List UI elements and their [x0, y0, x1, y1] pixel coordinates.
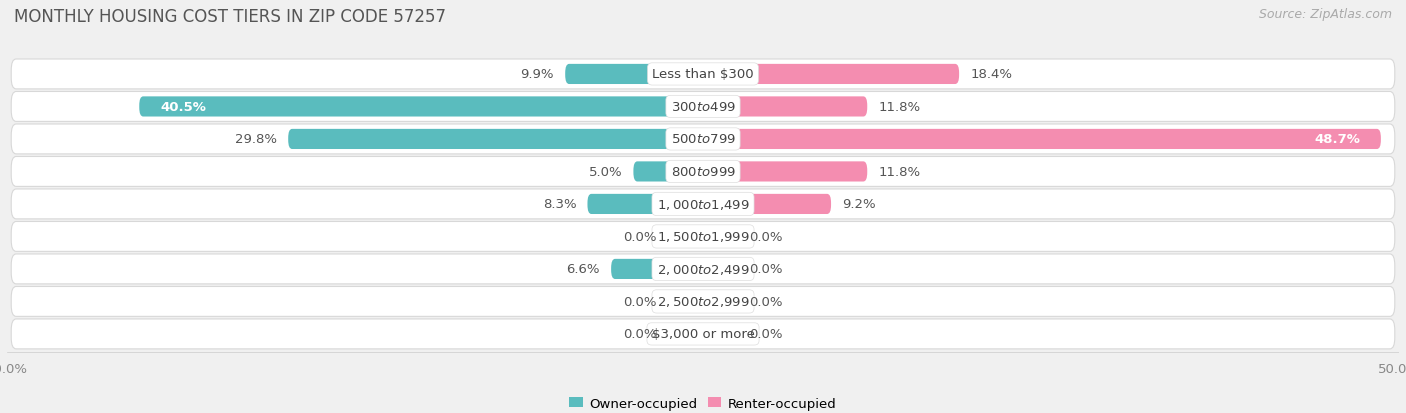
Text: 29.8%: 29.8% [235, 133, 277, 146]
Text: $1,500 to $1,999: $1,500 to $1,999 [657, 230, 749, 244]
FancyBboxPatch shape [11, 254, 1395, 284]
FancyBboxPatch shape [11, 190, 1395, 219]
FancyBboxPatch shape [668, 324, 703, 344]
Text: $2,500 to $2,999: $2,500 to $2,999 [657, 295, 749, 309]
Text: 0.0%: 0.0% [749, 263, 782, 276]
Text: $300 to $499: $300 to $499 [671, 101, 735, 114]
Text: 18.4%: 18.4% [970, 68, 1012, 81]
FancyBboxPatch shape [668, 227, 703, 247]
Text: $1,000 to $1,499: $1,000 to $1,499 [657, 197, 749, 211]
Text: $800 to $999: $800 to $999 [671, 166, 735, 178]
FancyBboxPatch shape [588, 195, 703, 214]
Text: 9.2%: 9.2% [842, 198, 876, 211]
FancyBboxPatch shape [703, 259, 738, 279]
FancyBboxPatch shape [612, 259, 703, 279]
FancyBboxPatch shape [11, 319, 1395, 349]
Text: 0.0%: 0.0% [749, 328, 782, 341]
FancyBboxPatch shape [11, 60, 1395, 90]
FancyBboxPatch shape [11, 125, 1395, 154]
FancyBboxPatch shape [633, 162, 703, 182]
Legend: Owner-occupied, Renter-occupied: Owner-occupied, Renter-occupied [564, 392, 842, 413]
Text: 0.0%: 0.0% [749, 230, 782, 243]
Text: 0.0%: 0.0% [624, 328, 657, 341]
Text: 11.8%: 11.8% [879, 166, 921, 178]
FancyBboxPatch shape [703, 292, 738, 312]
Text: 11.8%: 11.8% [879, 101, 921, 114]
FancyBboxPatch shape [703, 97, 868, 117]
FancyBboxPatch shape [703, 227, 738, 247]
Text: 9.9%: 9.9% [520, 68, 554, 81]
Text: Source: ZipAtlas.com: Source: ZipAtlas.com [1258, 8, 1392, 21]
Text: 0.0%: 0.0% [624, 295, 657, 308]
FancyBboxPatch shape [668, 292, 703, 312]
FancyBboxPatch shape [11, 287, 1395, 317]
FancyBboxPatch shape [703, 65, 959, 85]
Text: $500 to $799: $500 to $799 [671, 133, 735, 146]
FancyBboxPatch shape [11, 157, 1395, 187]
Text: $2,000 to $2,499: $2,000 to $2,499 [657, 262, 749, 276]
Text: Less than $300: Less than $300 [652, 68, 754, 81]
Text: MONTHLY HOUSING COST TIERS IN ZIP CODE 57257: MONTHLY HOUSING COST TIERS IN ZIP CODE 5… [14, 8, 446, 26]
Text: 8.3%: 8.3% [543, 198, 576, 211]
Text: 48.7%: 48.7% [1315, 133, 1360, 146]
Text: 6.6%: 6.6% [567, 263, 600, 276]
FancyBboxPatch shape [703, 324, 738, 344]
FancyBboxPatch shape [288, 130, 703, 150]
FancyBboxPatch shape [139, 97, 703, 117]
Text: 40.5%: 40.5% [160, 101, 207, 114]
FancyBboxPatch shape [703, 195, 831, 214]
FancyBboxPatch shape [565, 65, 703, 85]
FancyBboxPatch shape [11, 92, 1395, 122]
Text: $3,000 or more: $3,000 or more [651, 328, 755, 341]
Text: 0.0%: 0.0% [624, 230, 657, 243]
FancyBboxPatch shape [11, 222, 1395, 252]
FancyBboxPatch shape [703, 162, 868, 182]
Text: 5.0%: 5.0% [589, 166, 623, 178]
Text: 0.0%: 0.0% [749, 295, 782, 308]
FancyBboxPatch shape [703, 130, 1381, 150]
